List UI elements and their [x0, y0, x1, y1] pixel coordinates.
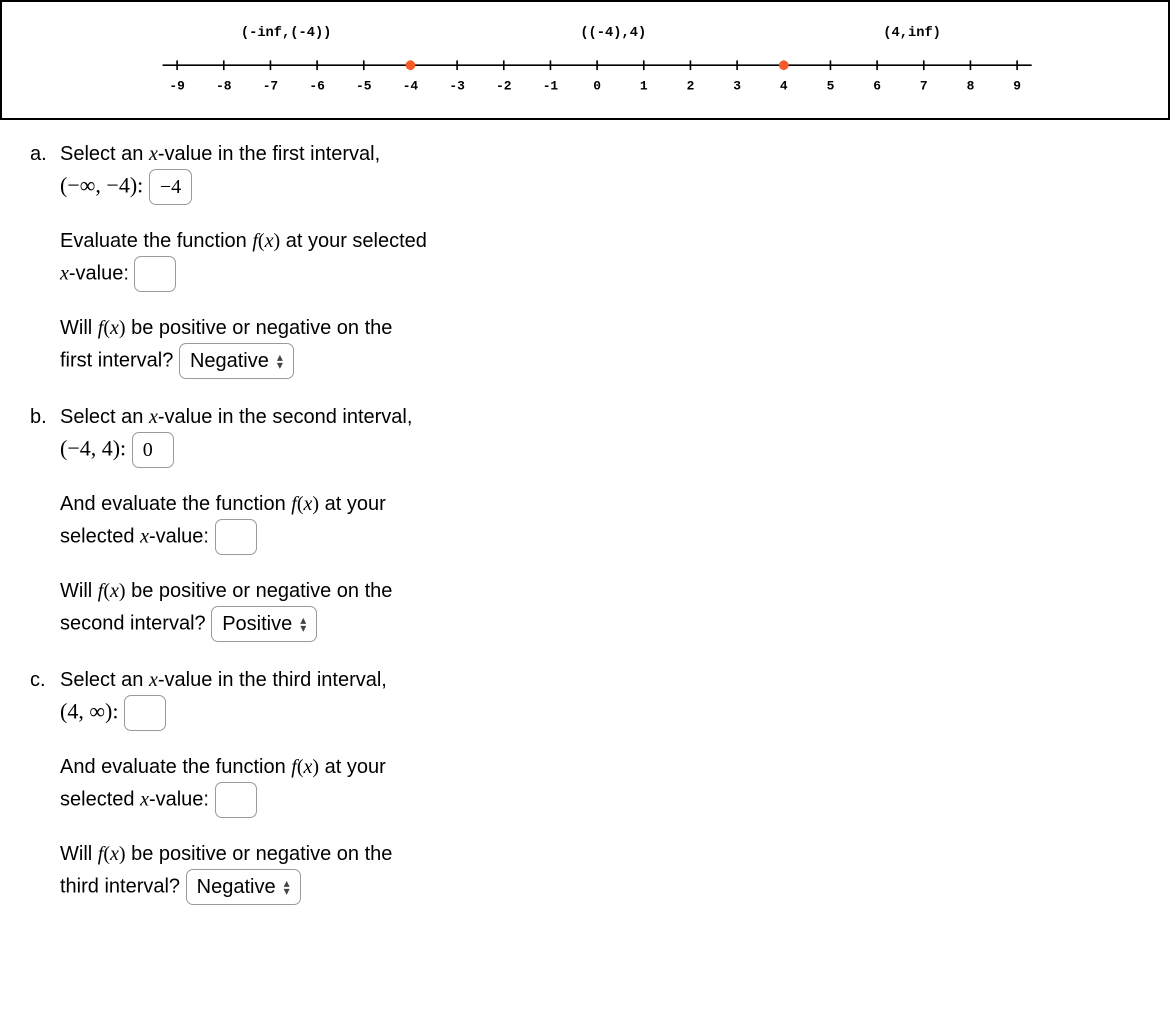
svg-text:(4,inf): (4,inf) — [883, 25, 941, 41]
qc-interval: (4, ∞): — [60, 698, 118, 723]
qc-line4: Will f(x) be positive or negative on the… — [60, 840, 590, 905]
qa-line1: Select an x-value in the first interval,… — [60, 140, 590, 205]
qc-fx-input[interactable] — [215, 782, 257, 818]
svg-text:-9: -9 — [169, 78, 185, 93]
question-marker-a: a. — [30, 140, 47, 169]
svg-text:-5: -5 — [356, 78, 372, 93]
svg-text:-8: -8 — [216, 78, 232, 93]
chevron-updown-icon: ▴▾ — [284, 879, 290, 895]
qa-xvalue-input[interactable]: −4 — [149, 169, 192, 205]
svg-text:6: 6 — [873, 78, 881, 93]
qb-fx-input[interactable] — [215, 519, 257, 555]
chevron-updown-icon: ▴▾ — [277, 353, 283, 369]
svg-text:7: 7 — [920, 78, 928, 93]
svg-text:1: 1 — [640, 78, 648, 93]
number-line-svg: (-inf,(-4)) ((-4),4) (4,inf) -9 -8 -7 -6 -5 -4 -3… — [2, 20, 1168, 104]
x-var: x — [149, 143, 158, 165]
qb-line2: And evaluate the function f(x) at your s… — [60, 490, 590, 555]
qb-line4: Will f(x) be positive or negative on the… — [60, 577, 590, 642]
question-b: b. Select an x-value in the second inter… — [60, 403, 590, 642]
question-c: c. Select an x-value in the third interv… — [60, 666, 590, 905]
qb-sign-select[interactable]: Positive ▴▾ — [211, 606, 317, 642]
svg-text:(-inf,(-4)): (-inf,(-4)) — [241, 25, 332, 41]
question-marker-b: b. — [30, 403, 47, 432]
question-marker-c: c. — [30, 666, 46, 695]
qa-sign-select[interactable]: Negative ▴▾ — [179, 343, 294, 379]
qb-line1: Select an x-value in the second interval… — [60, 403, 590, 468]
qc-line1: Select an x-value in the third interval,… — [60, 666, 590, 731]
qa-interval: (−∞, −4): — [60, 172, 143, 197]
svg-text:8: 8 — [967, 78, 975, 93]
qc-line2: And evaluate the function f(x) at your s… — [60, 753, 590, 818]
qa-line4: Will f(x) be positive or negative on the… — [60, 314, 590, 379]
number-line-panel: (-inf,(-4)) ((-4),4) (4,inf) -9 -8 -7 -6 -5 -4 -3… — [0, 0, 1170, 120]
svg-text:0: 0 — [593, 78, 601, 93]
qb-interval: (−4, 4): — [60, 435, 126, 460]
questions-content: a. Select an x-value in the first interv… — [0, 140, 590, 905]
svg-text:-6: -6 — [309, 78, 325, 93]
qc-xvalue-input[interactable] — [124, 695, 166, 731]
svg-text:-3: -3 — [449, 78, 465, 93]
svg-text:-7: -7 — [263, 78, 279, 93]
chevron-updown-icon: ▴▾ — [300, 616, 306, 632]
qc-sign-select[interactable]: Negative ▴▾ — [186, 869, 301, 905]
qa-fx-input[interactable] — [134, 256, 176, 292]
svg-text:-2: -2 — [496, 78, 512, 93]
svg-text:9: 9 — [1013, 78, 1021, 93]
svg-text:-1: -1 — [543, 78, 559, 93]
qa-line2: Evaluate the function f(x) at your selec… — [60, 227, 590, 292]
svg-text:4: 4 — [780, 78, 788, 93]
svg-text:((-4),4): ((-4),4) — [580, 25, 646, 41]
svg-text:-4: -4 — [403, 78, 419, 93]
svg-text:3: 3 — [733, 78, 741, 93]
question-a: a. Select an x-value in the first interv… — [60, 140, 590, 379]
qb-xvalue-input[interactable]: 0 — [132, 432, 174, 468]
svg-text:5: 5 — [827, 78, 835, 93]
svg-text:2: 2 — [687, 78, 695, 93]
